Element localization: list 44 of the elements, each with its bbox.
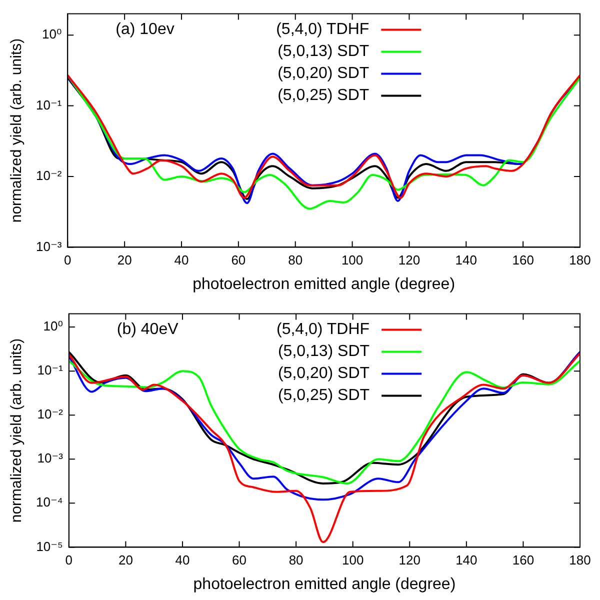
x-tick-label: 40	[175, 552, 190, 568]
y-tick-label: 10⁰	[42, 26, 62, 42]
legend-label: (5,0,13) SDT	[278, 343, 370, 360]
x-tick-label: 80	[288, 552, 304, 568]
legend-label: (5,4,0) TDHF	[276, 21, 370, 38]
x-tick-label: 0	[64, 252, 72, 268]
y-tick-label: 10⁻¹	[36, 97, 62, 112]
y-tick-label: 10⁻³	[37, 450, 64, 466]
legend-label: (5,0,25) SDT	[278, 387, 370, 404]
x-tick-label: 100	[342, 552, 364, 568]
y-tick-label: 10⁻²	[37, 406, 64, 422]
y-axis-title: normalized yield (arb. units)	[8, 38, 26, 223]
y-tick-label: 10⁻²	[36, 168, 62, 184]
x-tick-label: 140	[456, 552, 478, 568]
y-tick-label: 10⁻³	[36, 238, 62, 254]
x-tick-label: 20	[117, 252, 132, 268]
y-tick-label: 10⁻¹	[37, 362, 64, 378]
x-tick-label: 100	[341, 252, 364, 268]
x-tick-label: 180	[569, 252, 591, 268]
x-tick-label: 40	[174, 252, 189, 268]
x-tick-label: 0	[65, 552, 73, 568]
y-tick-label: 10⁻⁵	[36, 538, 63, 554]
x-tick-label: 120	[398, 552, 420, 568]
chart-title: (b) 40eV	[116, 321, 179, 338]
x-tick-label: 80	[288, 252, 303, 268]
y-tick-label: 10⁻⁴	[36, 494, 63, 510]
legend-label: (5,0,20) SDT	[278, 365, 370, 382]
legend-label: (5,0,25) SDT	[278, 87, 370, 104]
chart-title: (a) 10ev	[116, 21, 174, 38]
x-axis-title: photoelectron emitted angle (degree)	[192, 276, 456, 293]
y-tick-label: 10⁰	[43, 318, 63, 334]
legend-label: (5,4,0) TDHF	[276, 321, 370, 338]
x-tick-label: 60	[231, 252, 246, 268]
x-tick-label: 60	[232, 552, 247, 568]
legend-label: (5,0,20) SDT	[278, 65, 370, 82]
x-tick-label: 160	[512, 252, 534, 268]
x-tick-label: 120	[398, 252, 420, 268]
x-tick-label: 160	[512, 552, 534, 568]
y-axis-title: normalized yield (arb. units)	[8, 338, 26, 523]
x-tick-label: 140	[455, 252, 477, 268]
x-tick-label: 20	[118, 552, 133, 568]
legend-label: (5,0,13) SDT	[278, 43, 370, 60]
x-axis-title: photoelectron emitted angle (degree)	[193, 576, 456, 593]
x-tick-label: 180	[569, 552, 591, 568]
